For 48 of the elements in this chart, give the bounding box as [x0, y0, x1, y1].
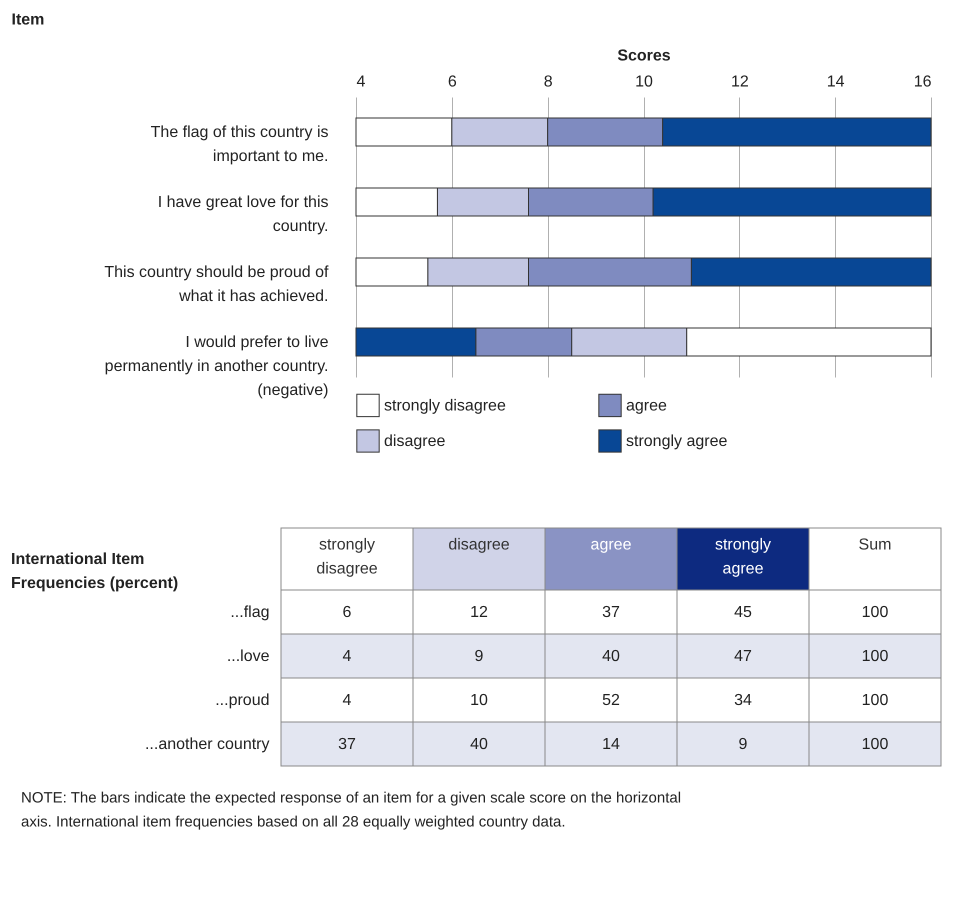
y-tick-label: ...another country	[144, 736, 270, 753]
data-label: 9	[738, 736, 748, 753]
x-tick-label: Sum	[858, 536, 892, 554]
x-tick-label: 8	[544, 74, 553, 90]
data-label: 40	[602, 648, 620, 665]
data-label: 37	[338, 736, 356, 753]
x-tick-label: 4	[356, 74, 366, 90]
y-tick-label: I would prefer to live permanently in another country. (negative)	[104, 334, 329, 399]
legend-label: disagree	[384, 433, 446, 450]
legend-label: agree	[626, 397, 668, 414]
y-tick-label: The flag of this country is important to me.	[150, 124, 328, 165]
x-tick-label: 10	[635, 74, 653, 90]
data-label: 12	[470, 604, 488, 621]
data-label: 100	[862, 736, 888, 753]
data-label: 40	[470, 736, 488, 753]
x-tick-label: 12	[730, 74, 749, 90]
x-tick-label: agree	[590, 536, 632, 554]
x-axis-title: Scores	[617, 48, 671, 64]
data-label: 100	[862, 604, 888, 621]
y-tick-label: ...proud	[215, 692, 270, 709]
data-label: 14	[602, 736, 620, 753]
text: International Item Frequencies (percent)	[11, 551, 178, 592]
data-label: 100	[862, 648, 888, 665]
data-label: 52	[602, 692, 620, 709]
y-tick-label: ...flag	[230, 604, 270, 621]
data-label: 100	[862, 692, 888, 709]
x-tick-label: 14	[826, 74, 845, 90]
legend-label: strongly agree	[626, 433, 728, 450]
legend-label: strongly disagree	[384, 397, 506, 414]
x-tick-label: 6	[448, 74, 457, 90]
y-tick-label: This country should be proud of what it has achieved.	[104, 264, 330, 305]
x-tick-label: 16	[914, 74, 932, 90]
y-tick-label: I have great love for this country.	[158, 194, 328, 235]
data-label: 37	[602, 604, 620, 621]
text: NOTE: The bars indicate the expected response of an item for a given scale score on the horizontal axis. International item frequencies based on all 28 equally weighted country data.	[21, 790, 682, 830]
data-label: 9	[474, 648, 484, 665]
y-axis-title: Item	[12, 12, 44, 28]
data-label: 4	[342, 648, 352, 665]
data-label: 34	[734, 692, 752, 709]
y-tick-label: ...love	[226, 648, 270, 665]
data-label: 47	[734, 648, 752, 665]
x-tick-label: disagree	[448, 536, 510, 554]
data-label: 10	[470, 692, 488, 709]
data-label: 4	[342, 692, 352, 709]
data-label: 6	[342, 604, 352, 621]
x-tick-label: strongly disagree	[316, 536, 378, 578]
data-label: 45	[734, 604, 752, 621]
x-tick-label: strongly agree	[714, 536, 772, 578]
